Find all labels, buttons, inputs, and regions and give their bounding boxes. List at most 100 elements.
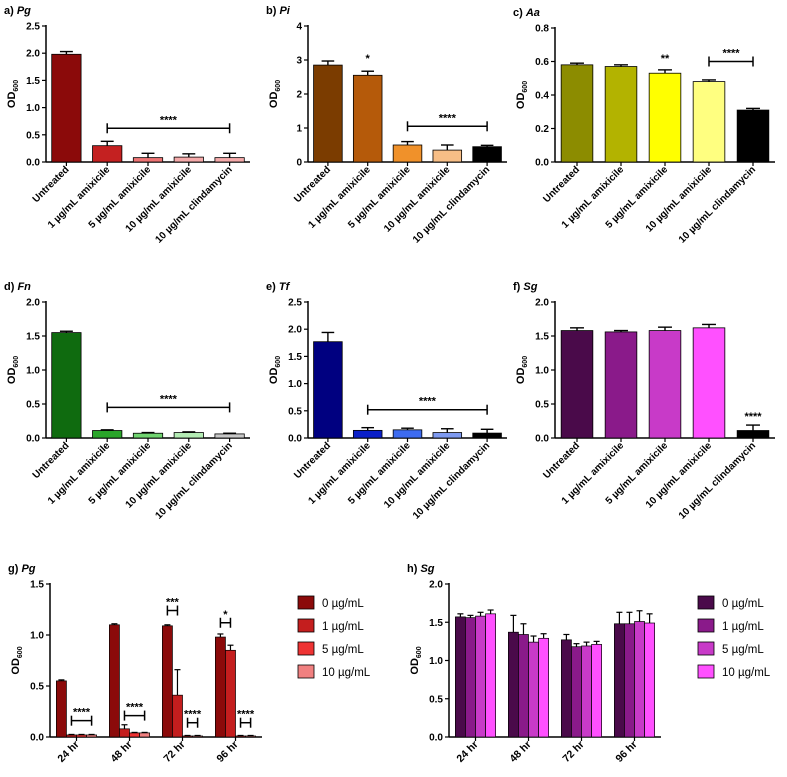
significance-label: **** [126, 702, 144, 714]
y-tick-label: 1.5 [26, 76, 40, 87]
significance-label: **** [160, 114, 178, 126]
bar [162, 625, 173, 738]
bar [634, 621, 645, 738]
panel-title: c) Aa [513, 7, 540, 19]
y-tick-label: 0.0 [30, 733, 44, 744]
legend-swatch [297, 618, 315, 633]
x-tick-label: 48 hr [108, 739, 134, 765]
panel-label: d) [4, 281, 17, 293]
bar [692, 327, 726, 439]
legend-swatch [297, 664, 315, 679]
bar [313, 64, 343, 163]
panel-title: e) Tf [266, 281, 291, 293]
bar [692, 81, 726, 163]
panel-label: h) [407, 563, 420, 575]
significance-label: **** [419, 396, 437, 408]
bar [604, 331, 638, 439]
bar [214, 433, 245, 439]
bar [736, 109, 770, 163]
bar [475, 615, 486, 738]
y-tick-label: 1.0 [429, 656, 443, 667]
y-tick-label: 0.0 [535, 158, 549, 169]
significance-label: **** [73, 707, 91, 719]
panel-title: a) Pg [4, 5, 31, 17]
bar [518, 634, 529, 738]
panel-label: a) [4, 5, 17, 17]
legend-label: 5 µg/mL [322, 644, 364, 656]
y-tick-label: 0.2 [535, 124, 549, 135]
legend-swatch [697, 664, 715, 679]
bar [465, 617, 476, 738]
bar [56, 680, 67, 738]
y-tick-label: 2.0 [26, 49, 40, 60]
y-tick-label: 0.5 [288, 406, 302, 417]
x-tick-label: Untreated [31, 164, 72, 205]
bar [528, 641, 539, 738]
legend-label: 5 µg/mL [722, 644, 764, 656]
panel-title: b) Pi [266, 5, 291, 17]
y-tick-label: 1.5 [429, 618, 443, 629]
panel-title: h) Sg [407, 563, 435, 575]
bar [538, 637, 549, 738]
panel-label: c) [513, 7, 526, 19]
y-axis-label-sub: 600 [275, 356, 282, 368]
bar [508, 631, 519, 738]
y-axis-label-sub: 600 [13, 80, 20, 92]
bar [644, 622, 655, 738]
y-tick-label: 2.0 [26, 298, 40, 309]
x-tick-label: 72 hr [161, 739, 187, 765]
y-tick-label: 2 [296, 90, 302, 101]
significance-label: * [223, 609, 228, 621]
bar [591, 644, 602, 738]
bar [129, 732, 140, 738]
bar [51, 53, 82, 163]
y-tick-label: 0.0 [288, 434, 302, 445]
bar [648, 330, 682, 439]
bar [76, 734, 87, 738]
bar [352, 429, 383, 439]
y-axis-label: OD600 [409, 646, 423, 674]
x-tick-label: 10 µg/mL amixicile [382, 440, 453, 511]
bar [92, 430, 123, 439]
y-tick-label: 1 [296, 124, 302, 135]
bar [51, 332, 82, 439]
y-tick-label: 4 [296, 22, 302, 33]
bar [604, 66, 638, 163]
x-tick-label: 10 µg/mL clindamycin [153, 440, 234, 521]
y-tick-label: 2.5 [288, 298, 302, 309]
bar [139, 732, 150, 738]
bar [472, 432, 502, 439]
y-tick-label: 2.0 [288, 325, 302, 336]
legend: 0 µg/mL 1 µg/mL 5 µg/mL 10 µg/mL [297, 595, 371, 679]
y-tick-label: 2.0 [429, 580, 443, 591]
bar [215, 636, 226, 738]
bar [86, 734, 97, 738]
y-axis-label-sub: 600 [13, 356, 20, 368]
bar [624, 623, 635, 738]
x-tick-label: Untreated [292, 440, 333, 481]
y-tick-label: 0.5 [429, 694, 443, 705]
x-tick-label: 10 µg/mL amixicile [382, 164, 453, 235]
significance-label: **** [160, 393, 178, 405]
significance-label: **** [237, 709, 255, 721]
bar [571, 646, 582, 738]
panel-organism: Aa [525, 7, 540, 19]
y-axis-label: OD600 [515, 81, 529, 109]
legend-swatch [697, 618, 715, 633]
bar [235, 735, 246, 738]
y-tick-label: 1.5 [26, 332, 40, 343]
bar [352, 74, 383, 163]
x-tick-label: 10 µg/mL clindamycin [411, 440, 492, 521]
bar [432, 432, 463, 439]
panel-h: h) Sg OD600 0.0 0.5 1.0 1.5 2.0 24 hr 48 hr 72 hr… [407, 563, 771, 765]
y-axis-label-main: OD [268, 368, 280, 385]
panel-title: g) Pg [8, 563, 36, 575]
x-tick-label: 10 µg/mL clindamycin [677, 164, 758, 245]
y-axis-label-main: OD [515, 368, 527, 385]
x-tick-label: 72 hr [560, 739, 586, 765]
y-axis-label-sub: 600 [416, 646, 423, 658]
y-tick-label: 0.0 [26, 434, 40, 445]
panel-organism: Sg [523, 281, 537, 293]
x-tick-label: 10 µg/mL clindamycin [411, 164, 492, 245]
